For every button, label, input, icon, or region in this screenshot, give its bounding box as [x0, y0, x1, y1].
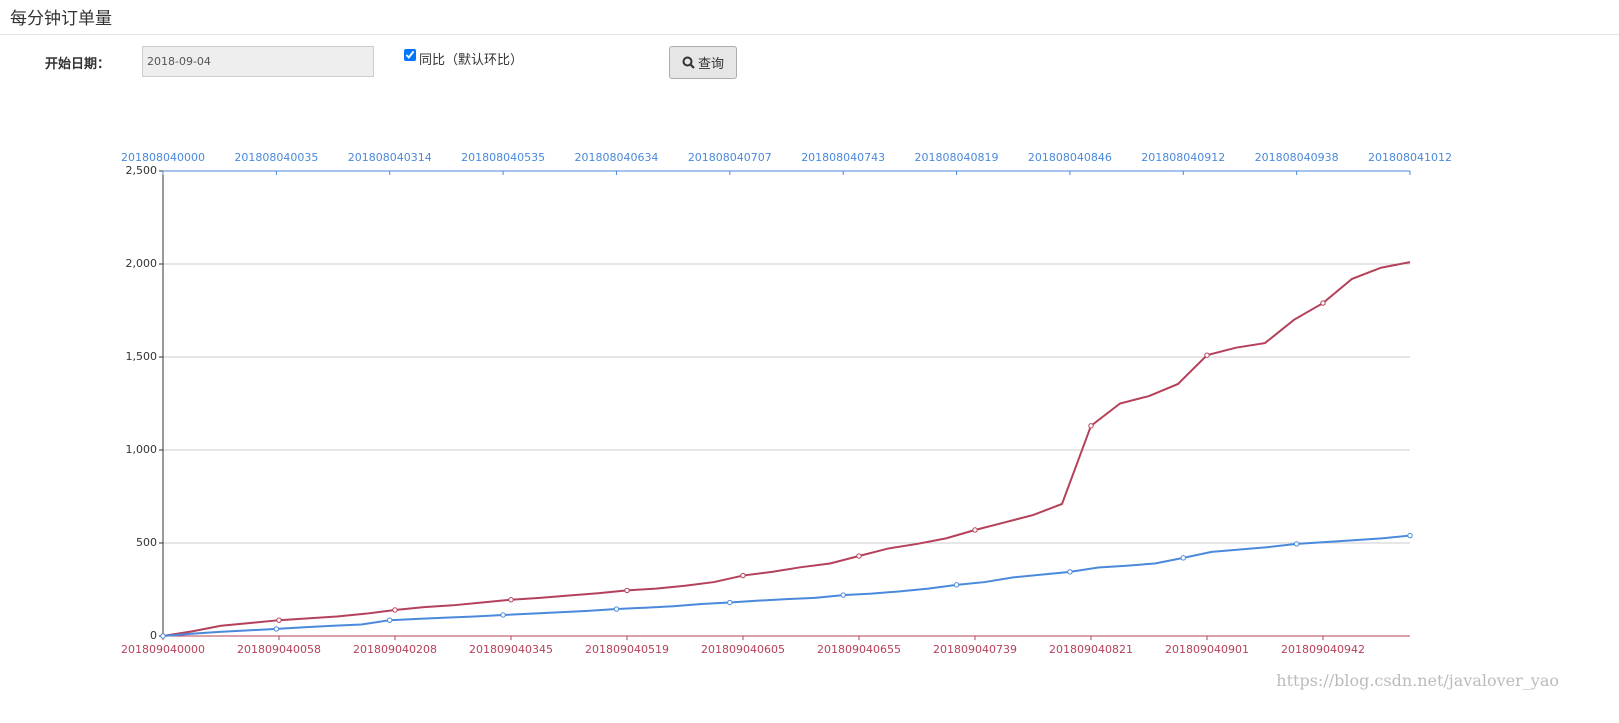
point-marker	[624, 587, 630, 594]
date-label: 开始日期：	[45, 57, 111, 72]
page-title: 每分钟订单量	[10, 9, 112, 29]
y-tick-label: 0	[150, 629, 157, 642]
x-tick-label: 201809040058	[237, 643, 321, 656]
date-input[interactable]: 2018-09-04	[142, 46, 374, 77]
point-marker	[508, 597, 514, 603]
y-tick-label: 1,000	[126, 443, 158, 456]
watermark: https://blog.csdn.net/javalover_yao	[1276, 671, 1559, 690]
x-tick-label: 201808040743	[801, 151, 885, 164]
divider	[0, 34, 1619, 35]
x-tick-label: 201808040634	[574, 151, 658, 164]
y-tick-label: 2,000	[126, 257, 158, 270]
point-marker	[500, 612, 506, 618]
x-tick-label: 201809040605	[701, 643, 785, 656]
point-marker	[392, 607, 398, 613]
checkbox-label[interactable]: 同比（默认环比）	[419, 53, 524, 68]
x-tick-label: 201809040901	[1165, 643, 1249, 656]
x-tick-label: 201808040846	[1028, 151, 1112, 164]
point-marker	[1067, 569, 1073, 575]
series-line	[162, 534, 1411, 637]
point-marker	[387, 617, 393, 623]
x-tick-label: 201808040535	[461, 151, 545, 164]
point-marker	[613, 606, 620, 612]
x-tick-label: 201809040519	[585, 643, 669, 656]
point-marker	[1204, 352, 1210, 358]
x-tick-label: 201808040000	[121, 151, 205, 164]
x-tick-label: 201808040819	[915, 151, 999, 164]
point-marker	[953, 582, 960, 588]
point-marker	[276, 617, 282, 623]
x-tick-label: 201809040345	[469, 643, 553, 656]
point-marker	[1180, 555, 1186, 561]
compare-checkbox[interactable]	[404, 49, 416, 61]
point-marker	[1320, 300, 1326, 306]
x-tick-label: 201809040942	[1281, 643, 1365, 656]
x-tick-label: 201809040000	[121, 643, 205, 656]
point-marker	[972, 527, 978, 533]
x-tick-label: 201809040655	[817, 643, 901, 656]
x-tick-label: 201809040821	[1049, 643, 1133, 656]
x-tick-label: 201808040912	[1141, 151, 1225, 164]
x-tick-label: 201808040707	[688, 151, 772, 164]
point-marker	[160, 633, 166, 639]
search-icon	[682, 56, 695, 69]
point-marker	[840, 592, 846, 598]
point-marker	[273, 626, 280, 632]
y-tick-label: 500	[136, 536, 157, 549]
point-marker	[1293, 541, 1300, 547]
point-marker	[1088, 423, 1094, 429]
x-tick-label: 201808040035	[234, 151, 318, 164]
x-tick-label: 201808041012	[1368, 151, 1452, 164]
y-tick-label: 1,500	[126, 350, 158, 363]
x-tick-label: 201809040208	[353, 643, 437, 656]
point-marker	[727, 599, 733, 606]
point-marker	[856, 553, 862, 559]
y-tick-label: 2,500	[126, 164, 158, 177]
x-tick-label: 201808040314	[348, 151, 432, 164]
series-line	[162, 261, 1411, 637]
x-tick-label: 201808040938	[1255, 151, 1339, 164]
point-marker	[740, 572, 746, 579]
button-label: 查询	[697, 57, 724, 72]
query-button[interactable]: 查询	[669, 46, 737, 79]
x-tick-label: 201809040739	[933, 643, 1017, 656]
point-marker	[1407, 532, 1413, 539]
